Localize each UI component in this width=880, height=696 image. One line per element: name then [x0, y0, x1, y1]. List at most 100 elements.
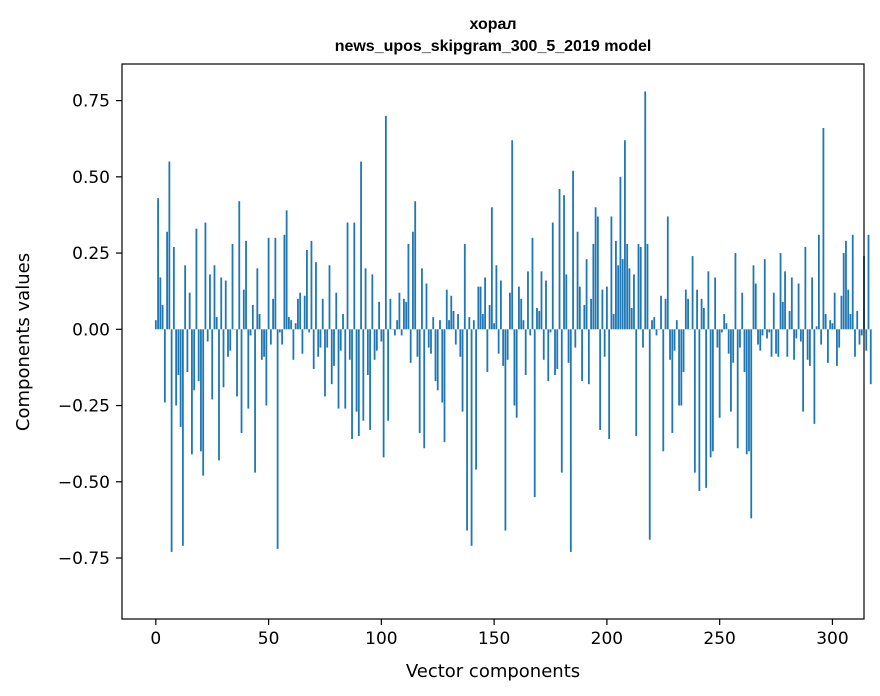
bar — [254, 329, 256, 473]
bar — [181, 329, 184, 546]
bar — [229, 329, 232, 351]
bar — [820, 329, 823, 345]
bar — [488, 304, 491, 330]
bar — [263, 329, 265, 357]
bar — [628, 268, 631, 330]
bar — [732, 329, 735, 363]
bar — [619, 176, 622, 330]
bar — [617, 265, 620, 330]
bar — [371, 274, 374, 330]
bar — [752, 265, 755, 330]
bar — [817, 234, 820, 330]
bar — [768, 329, 771, 333]
bar — [251, 304, 254, 330]
bar — [450, 295, 453, 330]
bar — [283, 234, 286, 330]
bar — [441, 329, 444, 403]
bar — [427, 329, 430, 348]
bar — [357, 329, 360, 437]
bar — [495, 265, 498, 330]
bar — [272, 298, 274, 330]
bar — [696, 289, 698, 330]
bar — [421, 268, 423, 330]
bar — [481, 314, 484, 330]
bar — [224, 280, 227, 330]
x-tick-label: 300 — [816, 629, 848, 649]
bar — [777, 329, 780, 357]
bar — [475, 329, 477, 470]
bar — [249, 329, 252, 336]
bar — [236, 329, 238, 397]
bar — [306, 250, 308, 330]
bar — [721, 329, 723, 333]
bar — [157, 198, 159, 330]
bar — [624, 140, 626, 330]
bar — [172, 246, 175, 330]
bar — [479, 286, 482, 330]
bar — [675, 320, 678, 330]
bar — [637, 243, 640, 330]
bar — [353, 222, 356, 330]
bar — [867, 234, 870, 330]
bar — [790, 277, 793, 330]
x-tick-label: 0 — [150, 629, 161, 649]
bar — [213, 265, 216, 330]
bar — [247, 329, 250, 409]
bar — [308, 329, 311, 333]
bar — [527, 271, 529, 330]
bar — [274, 237, 277, 330]
bar — [459, 329, 462, 357]
bar — [281, 329, 284, 345]
bar — [822, 128, 825, 330]
bar — [337, 329, 340, 409]
bar — [558, 189, 561, 330]
bar — [858, 329, 861, 345]
bar — [215, 317, 218, 330]
y-tick-label: 0.25 — [72, 244, 110, 264]
bar — [698, 329, 701, 491]
bar — [653, 317, 656, 330]
bar — [170, 329, 173, 552]
bar — [434, 329, 437, 382]
bar — [730, 329, 732, 412]
bar — [240, 329, 243, 433]
bar — [542, 329, 545, 360]
bar — [633, 274, 635, 330]
bar — [472, 320, 475, 330]
bar — [269, 329, 272, 345]
bar — [312, 329, 315, 369]
bar — [727, 329, 730, 354]
bar — [682, 329, 685, 372]
bar — [664, 298, 667, 330]
bar — [576, 231, 579, 330]
bar — [218, 329, 220, 461]
bar — [779, 253, 782, 330]
bar — [497, 329, 500, 354]
bar — [378, 301, 380, 330]
bar — [430, 329, 432, 354]
bar — [258, 314, 261, 330]
bar — [511, 140, 514, 330]
bar — [700, 298, 703, 330]
bar — [750, 329, 753, 519]
bar — [443, 329, 446, 443]
bar — [204, 222, 207, 330]
bar — [587, 329, 590, 385]
bar — [615, 240, 617, 330]
bar — [366, 329, 369, 376]
bar — [191, 329, 193, 455]
bar — [522, 320, 525, 330]
bar — [842, 253, 845, 330]
bar — [646, 243, 649, 330]
bar — [784, 271, 786, 330]
bar — [630, 307, 633, 330]
bar — [608, 329, 611, 440]
bar — [585, 259, 588, 330]
bar — [294, 323, 297, 330]
bar — [344, 329, 347, 409]
bar — [509, 292, 511, 330]
bar — [445, 289, 448, 330]
bar — [292, 329, 295, 360]
bar — [660, 295, 662, 330]
bar — [477, 286, 480, 330]
